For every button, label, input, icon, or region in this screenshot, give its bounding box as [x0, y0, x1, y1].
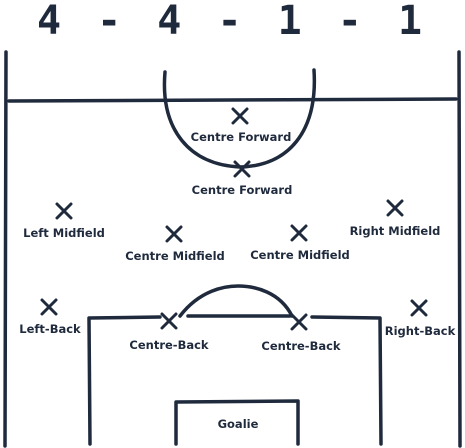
player-marker-rm [386, 199, 404, 217]
player-label-cm1: Centre Midfield [125, 249, 225, 263]
player-label-cb1: Centre-Back [129, 338, 209, 352]
player-label-rm: Right Midfield [350, 224, 441, 238]
player-label-lm: Left Midfield [23, 226, 105, 240]
player-marker-rb [410, 299, 428, 317]
penalty-arc [178, 284, 294, 318]
halfway-line [7, 97, 458, 103]
player-label-cm2: Centre Midfield [250, 248, 350, 262]
player-label-cb2: Centre-Back [261, 339, 341, 353]
player-marker-lm [55, 202, 73, 220]
goal-area [174, 399, 300, 446]
formation-title: 4 - 4 - 1 - 1 [36, 0, 429, 44]
player-marker-cb2 [290, 313, 308, 331]
player-marker-cm2 [290, 224, 308, 242]
left-touchline [3, 50, 8, 448]
player-marker-lb [40, 298, 58, 316]
player-marker-cm1 [165, 225, 183, 243]
penalty-box [87, 314, 383, 446]
player-label-rb: Right-Back [385, 324, 456, 338]
player-marker-cb1 [160, 312, 178, 330]
player-label-gk: Goalie [218, 417, 259, 431]
player-marker-cf1 [231, 107, 249, 125]
player-marker-cf2 [233, 160, 251, 178]
player-label-cf1: Centre Forward [191, 130, 292, 144]
right-touchline [457, 50, 462, 448]
player-label-lb: Left-Back [19, 322, 81, 336]
player-label-cf2: Centre Forward [192, 183, 293, 197]
